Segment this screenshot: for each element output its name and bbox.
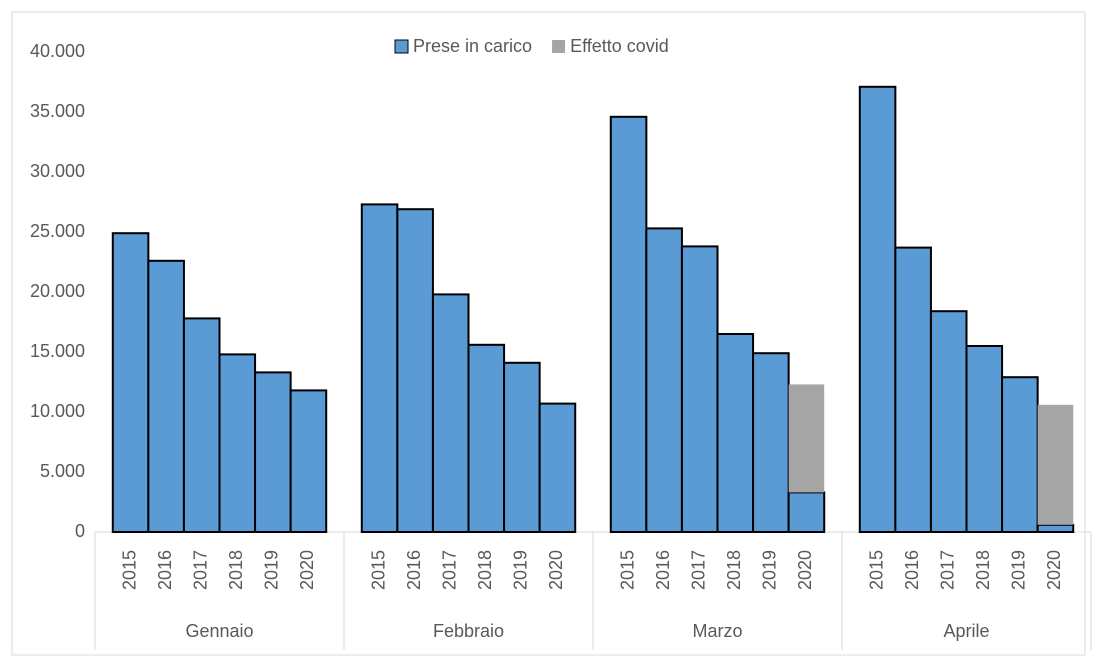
x-tick-label: 2017	[190, 550, 210, 590]
legend-swatch	[552, 40, 566, 53]
bar	[289, 389, 328, 533]
x-tick-label: 2018	[226, 550, 246, 590]
x-tick-label: 2015	[119, 550, 139, 590]
bar	[1037, 404, 1074, 525]
x-tick-label: 2019	[760, 550, 780, 590]
x-tick-label: 2015	[368, 550, 388, 590]
bar	[431, 293, 470, 533]
bar	[609, 115, 648, 534]
x-tick-label: 2020	[297, 550, 317, 590]
bar	[467, 343, 506, 533]
y-tick-label: 10.000	[30, 401, 85, 421]
bar	[752, 352, 790, 534]
group-label: Marzo	[692, 621, 742, 641]
x-tick-label: 2018	[724, 550, 744, 590]
y-tick-label: 30.000	[30, 161, 85, 181]
x-tick-label: 2017	[688, 550, 708, 590]
chart-frame	[11, 11, 1086, 656]
x-tick-label: 2018	[475, 550, 495, 590]
bar	[182, 317, 221, 533]
bar	[645, 227, 683, 533]
bar	[1001, 376, 1039, 534]
x-tick-label: 2019	[511, 550, 531, 590]
x-tick-label: 2019	[262, 550, 282, 590]
bar	[858, 85, 897, 534]
x-tick-label: 2020	[546, 550, 566, 590]
legend-label: Prese in carico	[413, 36, 532, 56]
x-tick-label: 2020	[1044, 550, 1064, 590]
bar	[147, 259, 185, 533]
bar	[787, 491, 826, 533]
bar	[503, 361, 541, 533]
x-tick-label: 2015	[617, 550, 637, 590]
y-tick-label: 0	[75, 521, 85, 541]
bar	[218, 353, 257, 533]
bar	[894, 246, 932, 533]
x-tick-label: 2016	[902, 550, 922, 590]
bar	[254, 371, 292, 533]
bar	[538, 402, 577, 533]
bar	[360, 203, 399, 533]
y-tick-label: 40.000	[30, 41, 85, 61]
bar	[680, 245, 719, 533]
x-tick-label: 2017	[439, 550, 459, 590]
legend-swatch	[394, 39, 409, 54]
x-tick-label: 2020	[795, 550, 815, 590]
group-label: Gennaio	[185, 621, 253, 641]
x-tick-label: 2017	[937, 550, 957, 590]
bar	[716, 333, 755, 533]
y-tick-label: 15.000	[30, 341, 85, 361]
group-label: Febbraio	[433, 621, 504, 641]
x-tick-label: 2016	[653, 550, 673, 590]
bar	[111, 232, 150, 533]
y-tick-label: 35.000	[30, 101, 85, 121]
y-tick-label: 25.000	[30, 221, 85, 241]
bar	[396, 208, 434, 533]
y-tick-label: 20.000	[30, 281, 85, 301]
bar	[788, 384, 825, 493]
bar	[965, 345, 1004, 533]
x-tick-label: 2018	[973, 550, 993, 590]
bar	[1036, 523, 1075, 533]
x-tick-label: 2016	[155, 550, 175, 590]
x-tick-label: 2019	[1009, 550, 1029, 590]
bar	[929, 310, 968, 534]
group-label: Aprile	[943, 621, 989, 641]
x-tick-label: 2015	[866, 550, 886, 590]
legend-label: Effetto covid	[570, 36, 669, 56]
x-tick-label: 2016	[404, 550, 424, 590]
y-tick-label: 5.000	[40, 461, 85, 481]
